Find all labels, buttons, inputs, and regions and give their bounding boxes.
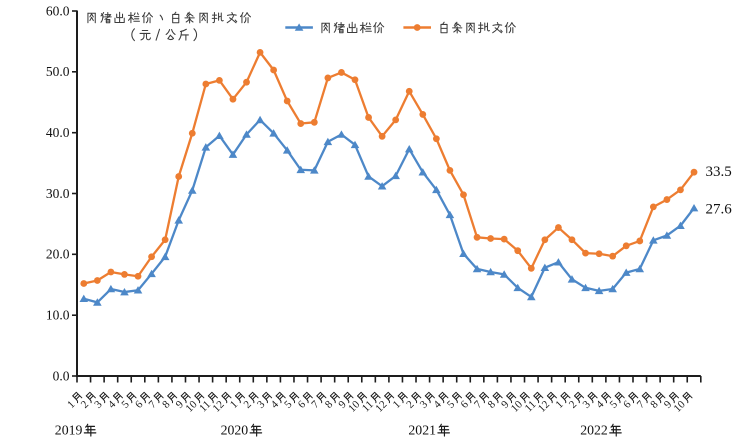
svg-text:40.0: 40.0	[46, 125, 70, 140]
svg-text:2020: 2020	[221, 423, 249, 438]
svg-text:10.0: 10.0	[46, 308, 70, 323]
svg-text:2021: 2021	[408, 423, 436, 438]
svg-text:2019: 2019	[55, 423, 83, 438]
svg-text:27.6: 27.6	[706, 202, 733, 218]
svg-text:60.0: 60.0	[46, 3, 70, 18]
svg-text:50.0: 50.0	[46, 64, 70, 79]
svg-text:0.0: 0.0	[53, 368, 70, 383]
svg-text:2022: 2022	[580, 423, 608, 438]
svg-text:20.0: 20.0	[46, 247, 70, 262]
svg-text:30.0: 30.0	[46, 186, 70, 201]
svg-text:33.5: 33.5	[706, 164, 732, 180]
